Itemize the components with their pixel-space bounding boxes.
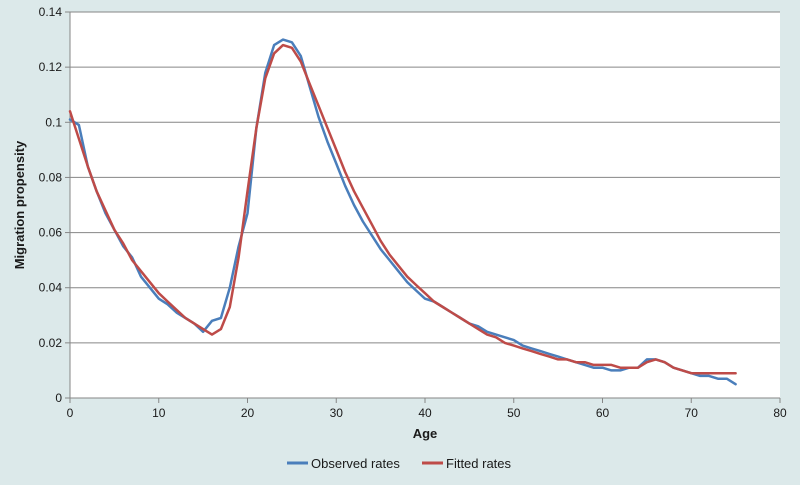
x-tick-label: 10: [152, 406, 166, 420]
y-tick-label: 0.14: [39, 5, 63, 19]
series-line-fitted-rates: [68, 43, 737, 375]
series-lines: [68, 38, 737, 386]
y-axis-title: Migration propensity: [12, 140, 27, 269]
gridlines: [70, 11, 780, 344]
x-tick-label: 40: [418, 406, 432, 420]
x-axis-ticks: 0 10 20 30 40 50 60 70 80: [67, 398, 787, 420]
legend-label-fitted: Fitted rates: [446, 456, 512, 471]
x-tick-label: 0: [67, 406, 74, 420]
x-tick-label: 60: [596, 406, 610, 420]
y-tick-label: 0.04: [39, 281, 63, 295]
plot-area: [70, 12, 780, 398]
x-tick-label: 50: [507, 406, 521, 420]
legend: Observed rates Fitted rates: [287, 456, 512, 471]
y-tick-label: 0.02: [39, 336, 63, 350]
legend-label-observed: Observed rates: [311, 456, 400, 471]
y-tick-label: 0.06: [39, 226, 63, 240]
x-tick-label: 20: [241, 406, 255, 420]
y-tick-label: 0.12: [39, 60, 63, 74]
y-tick-label: 0.08: [39, 170, 63, 184]
y-tick-label: 0.1: [45, 115, 62, 129]
x-tick-label: 30: [330, 406, 344, 420]
y-tick-label: 0: [55, 391, 62, 405]
y-axis-ticks: 0 0.02 0.04 0.06 0.08 0.1 0.12 0.14: [39, 5, 70, 405]
x-axis-title: Age: [413, 426, 438, 441]
x-tick-label: 70: [685, 406, 699, 420]
x-tick-label: 80: [773, 406, 787, 420]
